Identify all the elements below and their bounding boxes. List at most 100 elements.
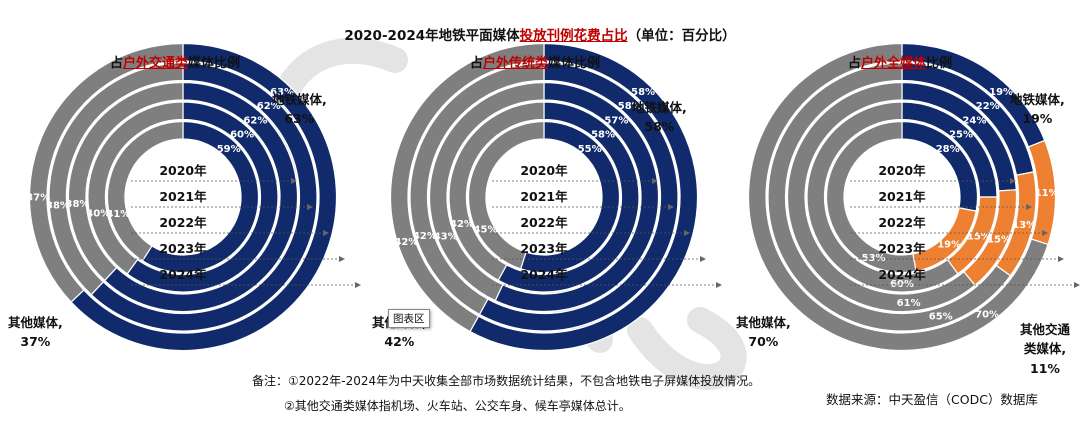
- label-地铁媒体-2024年: 19%: [989, 87, 1013, 98]
- label-地铁媒体-2021年: 58%: [591, 130, 615, 141]
- slice-其他媒体-2024年: [389, 42, 545, 333]
- ring-2021年: 25% 15% 60%: [806, 101, 998, 293]
- ring-2023年: 58% 42%: [409, 62, 679, 332]
- slice-其他媒体-2020年: [467, 120, 545, 270]
- slice-其他媒体-2023年: [409, 62, 545, 316]
- year-arrow-2023年: [1058, 256, 1064, 262]
- slice-其他媒体-2022年: [428, 81, 545, 302]
- label-地铁媒体-2020年: 28%: [936, 144, 960, 155]
- slice-其他媒体-2023年: [767, 62, 1012, 332]
- label-其他媒体-2024年: 70%: [975, 310, 999, 321]
- ring-2024年: 19% 11% 70%: [747, 42, 1059, 352]
- label-地铁媒体-2023年: 62%: [257, 101, 281, 112]
- slice-地铁媒体-2020年: [141, 120, 260, 274]
- label-其他交通类媒体-2022年: 15%: [987, 234, 1011, 245]
- label-其他媒体-2022年: 61%: [897, 298, 921, 309]
- chart-main-title: 2020-2024年地铁平面媒体投放刊例花费占比（单位：百分比）: [344, 28, 736, 44]
- ring-2021年: 60% 40%: [86, 101, 279, 293]
- label-其他媒体-2021年: 40%: [86, 209, 110, 220]
- label-地铁媒体-2022年: 24%: [962, 115, 986, 126]
- chart1-title: 占户外交通类媒体比例: [110, 56, 241, 71]
- year-arrow-2021年: [1026, 204, 1032, 210]
- label-地铁媒体-2022年: 62%: [243, 115, 267, 126]
- year-label-2024年: 2024年: [159, 267, 207, 282]
- label-其他媒体-2023年: 42%: [413, 231, 437, 242]
- label-地铁媒体-2020年: 55%: [578, 144, 602, 155]
- donut-chart-2: 55% 45% 58% 42% 57% 43% 58% 42% 58% 42% 2020年 2021年…: [389, 42, 722, 352]
- chart3-other-callout: 其他媒体, 70%: [736, 315, 791, 350]
- label-其他媒体-2020年: 53%: [862, 253, 886, 264]
- year-label-2023年: 2023年: [520, 241, 568, 256]
- ring-2020年: 55% 45%: [467, 120, 621, 274]
- donut-charts: 59% 41% 60% 40% 62% 38% 62% 38% 63% 37% 2020年 2021年…: [26, 42, 1080, 352]
- slice-其他媒体-2024年: [747, 42, 1049, 352]
- year-label-2020年: 2020年: [520, 163, 568, 178]
- ring-2023年: 22% 13% 65%: [767, 62, 1037, 332]
- label-其他媒体-2020年: 41%: [106, 209, 130, 220]
- label-地铁媒体-2024年: 58%: [631, 87, 655, 98]
- year-arrow-2023年: [339, 256, 345, 262]
- label-其他交通类媒体-2024年: 11%: [1035, 188, 1059, 199]
- data-source: 数据来源：中天盈信（CODC）数据库: [826, 392, 1038, 407]
- label-其他媒体-2021年: 42%: [450, 219, 474, 230]
- label-地铁媒体-2021年: 25%: [949, 130, 973, 141]
- label-地铁媒体-2020年: 59%: [217, 144, 241, 155]
- label-其他媒体-2023年: 65%: [929, 312, 953, 323]
- year-label-2020年: 2020年: [878, 163, 926, 178]
- slice-其他媒体-2020年: [106, 120, 184, 262]
- year-arrow-2021年: [668, 204, 674, 210]
- chart1-other-callout: 其他媒体, 37%: [8, 315, 63, 350]
- slice-其他媒体-2020年: [825, 120, 917, 274]
- year-label-2021年: 2021年: [159, 189, 207, 204]
- year-arrow-2024年: [716, 282, 722, 288]
- year-label-2024年: 2024年: [520, 267, 568, 282]
- ring-2020年: 59% 41%: [106, 120, 260, 274]
- label-地铁媒体-2022年: 57%: [604, 115, 628, 126]
- year-label-2022年: 2022年: [159, 215, 207, 230]
- chart2-title: 占户外传统类媒体比例: [470, 56, 601, 71]
- label-地铁媒体-2023年: 58%: [618, 101, 642, 112]
- label-地铁媒体-2024年: 63%: [270, 87, 294, 98]
- year-label-2024年: 2024年: [878, 267, 926, 282]
- footnote-2: ②其他交通类媒体指机场、火车站、公交车身、候车亭媒体总计。: [284, 399, 631, 413]
- chart3-subway-callout: 地铁媒体, 19%: [1010, 92, 1065, 127]
- ring-2022年: 62% 38%: [65, 81, 299, 313]
- label-其他媒体-2020年: 45%: [474, 225, 498, 236]
- slice-其他媒体-2023年: [48, 62, 184, 296]
- slice-其他媒体-2021年: [806, 101, 959, 293]
- year-label-2023年: 2023年: [159, 241, 207, 256]
- year-arrow-2021年: [307, 204, 313, 210]
- year-arrow-2023年: [700, 256, 706, 262]
- slice-其他媒体-2021年: [87, 101, 184, 275]
- slice-其他媒体-2021年: [448, 101, 545, 282]
- chart2-subway-callout: 地铁媒体, 58%: [632, 100, 687, 135]
- label-地铁媒体-2023年: 22%: [976, 101, 1000, 112]
- label-其他交通类媒体-2021年: 15%: [967, 232, 991, 243]
- chart-area-tooltip: 图表区: [388, 309, 430, 328]
- chart3-title: 占户外全媒体比例: [848, 56, 953, 71]
- year-label-2021年: 2021年: [520, 189, 568, 204]
- year-arrow-2024年: [355, 282, 361, 288]
- chart1-subway-callout: 地铁媒体, 63%: [272, 92, 327, 127]
- year-arrow-2024年: [1074, 282, 1080, 288]
- donut-chart-1: 59% 41% 60% 40% 62% 38% 62% 38% 63% 37% 2020年 2021年…: [26, 42, 361, 352]
- label-其他媒体-2022年: 43%: [434, 231, 458, 242]
- chart3-other-transport-callout: 其他交通类媒体, 11%: [1019, 322, 1070, 376]
- year-label-2022年: 2022年: [878, 215, 926, 230]
- label-其他媒体-2024年: 37%: [26, 193, 50, 204]
- slice-地铁媒体-2021年: [126, 101, 279, 293]
- footnote-1: 备注：①2022年-2024年为中天收集全部市场数据统计结果，不包含地铁电子屏媒…: [252, 374, 761, 388]
- label-其他媒体-2022年: 38%: [65, 199, 89, 210]
- ring-2021年: 58% 42%: [448, 101, 640, 293]
- year-arrow-2020年: [1010, 178, 1016, 184]
- slice-其他媒体-2022年: [67, 81, 184, 282]
- year-arrow-2022年: [1042, 230, 1048, 236]
- year-label-2023年: 2023年: [878, 241, 926, 256]
- label-其他交通类媒体-2020年: 19%: [937, 240, 961, 251]
- year-arrow-2022年: [684, 230, 690, 236]
- ring-2022年: 24% 15% 61%: [786, 81, 1018, 313]
- label-其他媒体-2024年: 42%: [394, 237, 418, 248]
- slice-地铁媒体-2020年: [519, 120, 621, 274]
- year-arrow-2022年: [323, 230, 329, 236]
